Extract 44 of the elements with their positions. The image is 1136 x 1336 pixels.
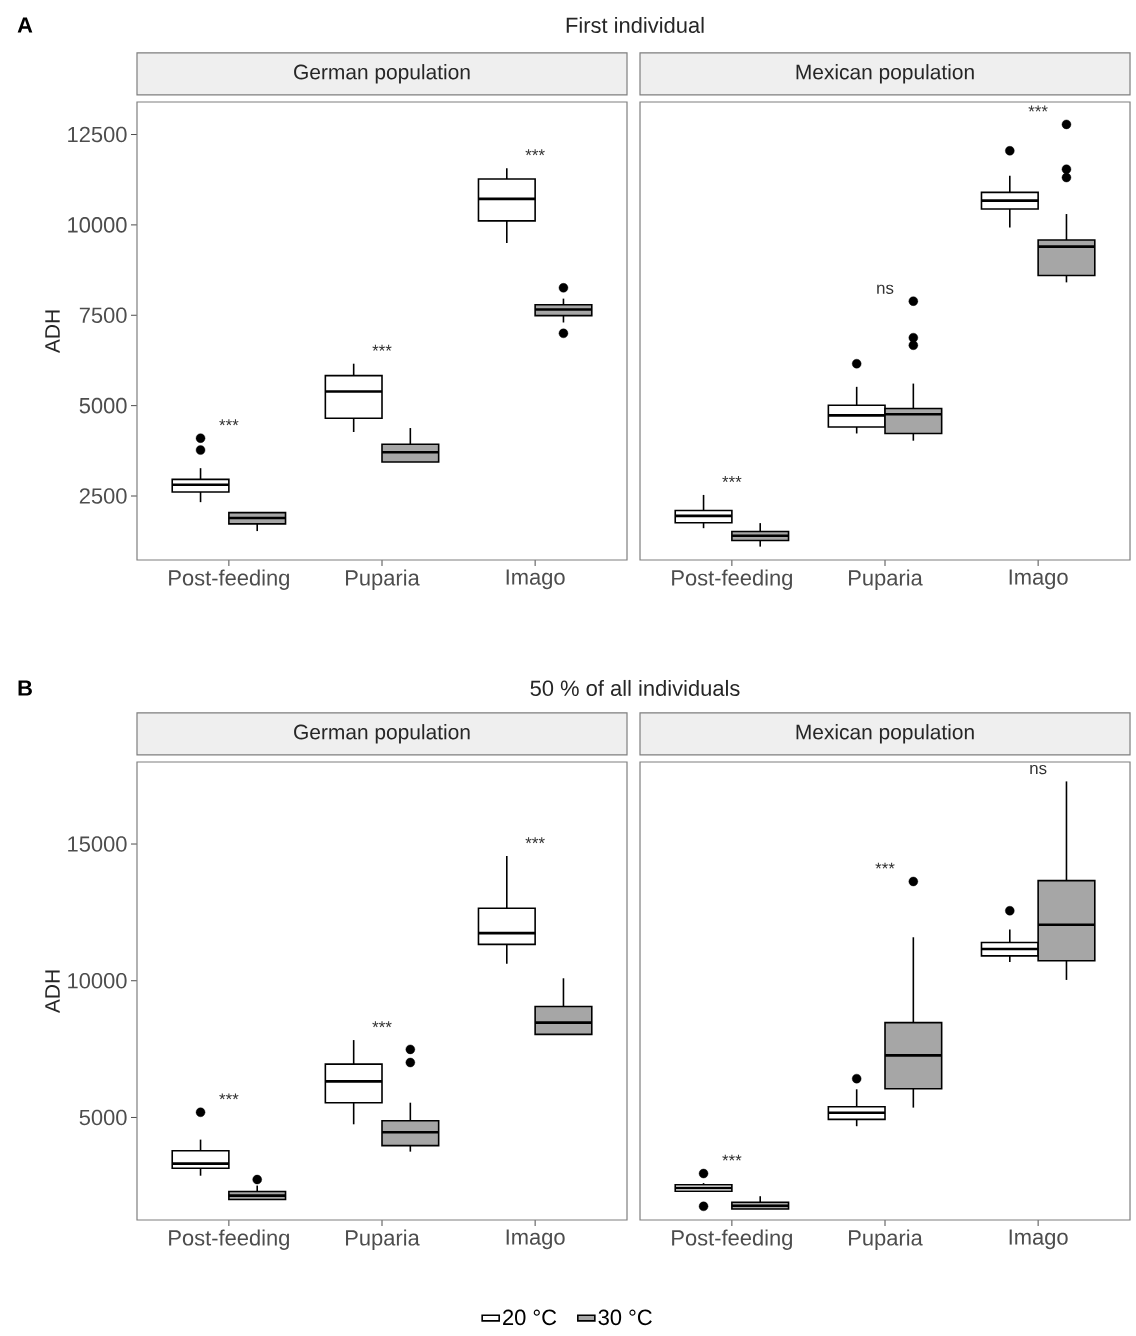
x-tick-label: Post-feeding [169, 1229, 289, 1250]
y-tick-label: 7500 [79, 307, 127, 324]
chart-title: German population [294, 724, 470, 744]
annotation: *** [722, 1154, 742, 1161]
x-tick-label: Puparia [849, 569, 923, 590]
legend-label: 30 °C [598, 1309, 652, 1326]
x-tick-label: Imago [1009, 1229, 1068, 1250]
annotation: *** [372, 1021, 392, 1028]
annotation: *** [525, 149, 545, 156]
annotation: *** [219, 419, 239, 426]
y-axis-title: ADH [45, 970, 60, 1014]
y-tick-label: 10000 [68, 972, 127, 989]
annotation: *** [722, 476, 742, 483]
x-tick-label: Puparia [346, 569, 420, 590]
y-tick-label: 2500 [79, 488, 127, 504]
legend-label: 20 °C [503, 1309, 557, 1326]
annotation: *** [1028, 105, 1048, 112]
annotation: ns [1030, 764, 1047, 775]
x-tick-label: Imago [1009, 569, 1068, 590]
x-tick-label: Post-feeding [672, 1229, 792, 1250]
annotation: *** [875, 862, 895, 869]
x-tick-label: Imago [506, 569, 565, 590]
annotation: *** [219, 1093, 239, 1100]
y-axis-title: ADH [45, 310, 60, 354]
y-tick-label: 5000 [79, 1109, 127, 1126]
chart-title: Mexican population [796, 64, 974, 84]
x-tick-label: Post-feeding [169, 569, 289, 590]
y-tick-label: 10000 [68, 217, 127, 233]
chart-title: German population [294, 64, 470, 84]
annotation: *** [372, 344, 392, 351]
y-tick-label: 12500 [68, 126, 127, 143]
y-tick-label: 5000 [79, 397, 127, 414]
text: 50 % of all individuals [530, 679, 740, 697]
x-tick-label: Puparia [849, 1229, 923, 1250]
text: First individual [566, 16, 704, 34]
text: A [17, 17, 33, 33]
text: B [18, 680, 32, 696]
x-tick-label: Puparia [346, 1229, 420, 1250]
chart-title: Mexican population [796, 724, 974, 744]
annotation: ns [877, 284, 894, 294]
x-tick-label: Post-feeding [672, 569, 792, 590]
x-tick-label: Imago [506, 1229, 565, 1250]
annotation: *** [525, 837, 545, 844]
y-tick-label: 15000 [68, 836, 127, 852]
